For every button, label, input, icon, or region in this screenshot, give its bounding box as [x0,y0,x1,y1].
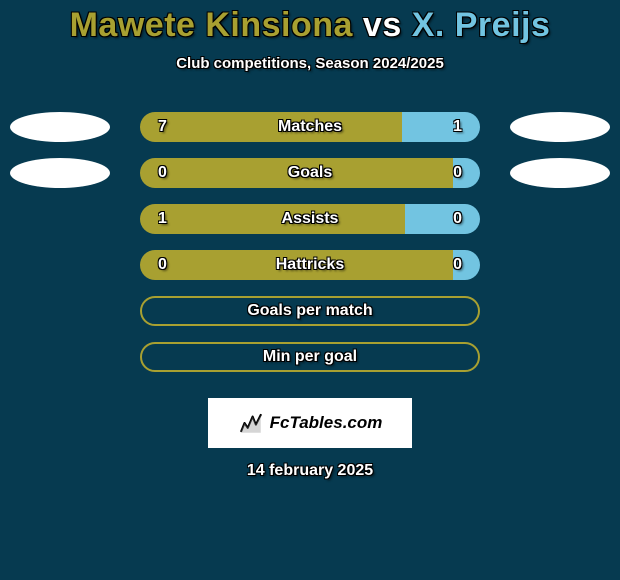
brand-box: FcTables.com [208,398,412,448]
bar-left-segment [140,204,405,234]
stat-bar: Matches71 [140,112,480,142]
date-text: 14 february 2025 [247,462,373,480]
stat-bar: Assists10 [140,204,480,234]
bar-right-segment [405,204,480,234]
player1-name: Mawete Kinsiona [70,6,353,44]
player1-badge [10,112,110,142]
stat-row: Assists10 [0,204,620,234]
player2-badge [510,112,610,142]
bar-right-segment [402,112,480,142]
stat-row: Goals00 [0,158,620,188]
player1-badge [10,158,110,188]
stat-bar: Hattricks00 [140,250,480,280]
bar-right-segment [453,250,480,280]
stat-row: Min per goal [0,342,620,372]
bar-left-segment [140,250,453,280]
stat-label: Min per goal [142,348,478,366]
stat-rows: Matches71 Goals00 Assists10 Hattricks00 Goal… [0,112,620,388]
player2-badge [510,158,610,188]
stat-row: Hattricks00 [0,250,620,280]
player2-name: X. Preijs [412,6,551,44]
subtitle: Club competitions, Season 2024/2025 [176,55,444,72]
brand-text: FcTables.com [270,413,383,433]
vs-label: vs [363,6,402,44]
stat-label: Goals per match [142,302,478,320]
stat-bar: Goals00 [140,158,480,188]
stat-row: Goals per match [0,296,620,326]
comparison-infographic: Mawete Kinsiona vs X. Preijs Club compet… [0,0,620,580]
bar-left-segment [140,158,453,188]
bar-right-segment [453,158,480,188]
page-title: Mawete Kinsiona vs X. Preijs [70,6,551,45]
stat-row: Matches71 [0,112,620,142]
bar-left-segment [140,112,402,142]
stat-bar: Goals per match [140,296,480,326]
fctables-logo-icon [238,410,264,436]
stat-bar: Min per goal [140,342,480,372]
